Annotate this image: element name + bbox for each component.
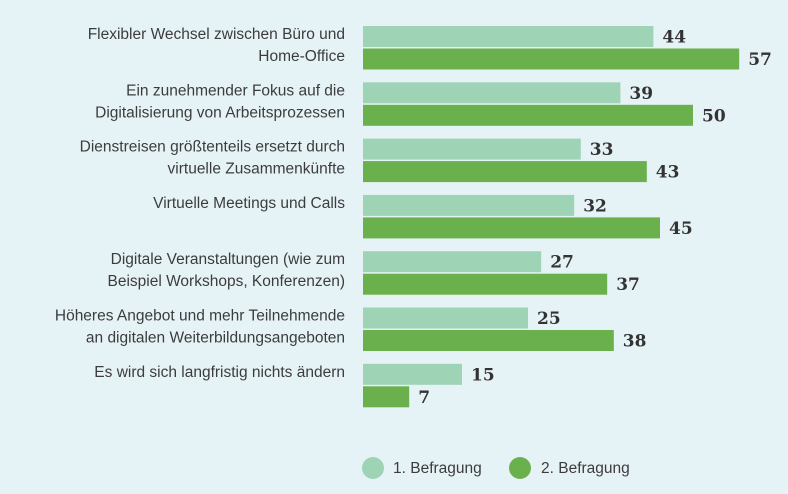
bars (363, 26, 740, 408)
value-label: 44 (662, 28, 686, 48)
value-label: 37 (616, 275, 640, 295)
bar-survey-1 (363, 363, 462, 385)
bar-survey-1 (363, 138, 581, 160)
legend-marker-survey-1 (362, 457, 384, 479)
value-label: 25 (537, 309, 561, 329)
value-label: 39 (629, 84, 653, 104)
value-label: 33 (590, 140, 614, 160)
legend: 1. Befragung 2. Befragung (362, 457, 630, 479)
value-label: 38 (623, 332, 647, 352)
legend-label: 1. Befragung (393, 460, 482, 477)
category-label: Digitale Veranstaltungen (wie zum (111, 251, 345, 268)
bar-survey-2 (363, 273, 608, 295)
legend-marker-survey-2 (509, 457, 531, 479)
category-label: Flexibler Wechsel zwischen Büro und (88, 26, 345, 43)
value-label: 15 (471, 365, 495, 385)
value-label: 43 (656, 163, 680, 183)
bar-survey-2 (363, 330, 614, 351)
bar-survey-1 (363, 26, 654, 47)
category-label: Es wird sich langfristig nichts ändern (94, 364, 345, 381)
category-label: virtuelle Zusammenkünfte (168, 161, 345, 178)
bar-survey-2 (363, 104, 693, 126)
bar-survey-1 (363, 194, 575, 216)
bar-survey-2 (363, 161, 647, 183)
bar-survey-1 (363, 251, 542, 273)
legend-label: 2. Befragung (541, 460, 630, 477)
value-labels: 44 57 39 50 33 43 32 45 27 37 25 38 15 7 (418, 28, 772, 408)
value-label: 45 (669, 219, 693, 239)
bar-survey-1 (363, 82, 621, 104)
value-label: 7 (418, 388, 430, 408)
category-label: Home-Office (258, 48, 345, 65)
bar-survey-1 (363, 307, 528, 329)
category-label: an digitalen Weiterbildungsangeboten (86, 330, 345, 347)
category-label: Dienstreisen größtenteils ersetzt durch (80, 139, 345, 156)
category-label: Beispiel Workshops, Konferenzen) (107, 273, 345, 290)
category-labels: Flexibler Wechsel zwischen Büro und Home-… (55, 26, 345, 381)
value-label: 32 (583, 196, 607, 216)
bar-survey-2 (363, 386, 410, 408)
category-label: Höheres Angebot und mehr Teilnehmende (55, 308, 345, 325)
category-label: Virtuelle Meetings und Calls (153, 195, 345, 212)
value-label: 50 (702, 106, 726, 126)
category-label: Digitalisierung von Arbeitsprozessen (95, 104, 345, 121)
category-label: Ein zunehmender Fokus auf die (126, 82, 345, 99)
bar-survey-2 (363, 217, 660, 239)
value-label: 27 (550, 253, 574, 273)
value-label: 57 (748, 50, 772, 70)
bar-survey-2 (363, 48, 740, 70)
